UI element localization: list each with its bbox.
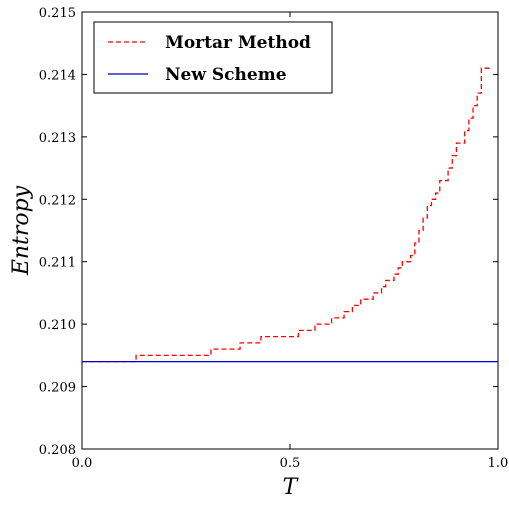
y-axis-label: Entropy (9, 185, 34, 276)
tick-layer: 0.0 0.5 1.0 0.208 0.209 0.210 0.211 0.212 0.213 0… (39, 6, 509, 471)
y-tick-label: 0.209 (39, 381, 76, 396)
legend-box (93, 21, 333, 94)
y-tick-label: 0.210 (39, 318, 76, 333)
y-tick-label: 0.214 (39, 68, 76, 83)
series-line-mortar-method (82, 67, 490, 363)
y-tick-label: 0.215 (39, 6, 76, 21)
y-tick-label: 0.208 (39, 443, 76, 458)
y-tick-label: 0.213 (39, 131, 76, 146)
plot-area: 0.0 0.5 1.0 0.208 0.209 0.210 0.211 0.212 0.213 0… (39, 6, 509, 471)
y-tick-label: 0.211 (39, 256, 76, 271)
y-tick-label: 0.212 (39, 193, 76, 208)
legend-label-new-scheme: New Scheme (165, 65, 287, 85)
x-axis-label: T (283, 475, 300, 500)
x-tick-label: 0.5 (280, 456, 301, 471)
series-layer (82, 67, 498, 363)
x-tick-label: 0.0 (72, 456, 93, 471)
legend-label-mortar-method: Mortar Method (165, 33, 311, 53)
x-tick-label: 1.0 (488, 456, 509, 471)
legend: Mortar Method New Scheme (93, 21, 333, 94)
